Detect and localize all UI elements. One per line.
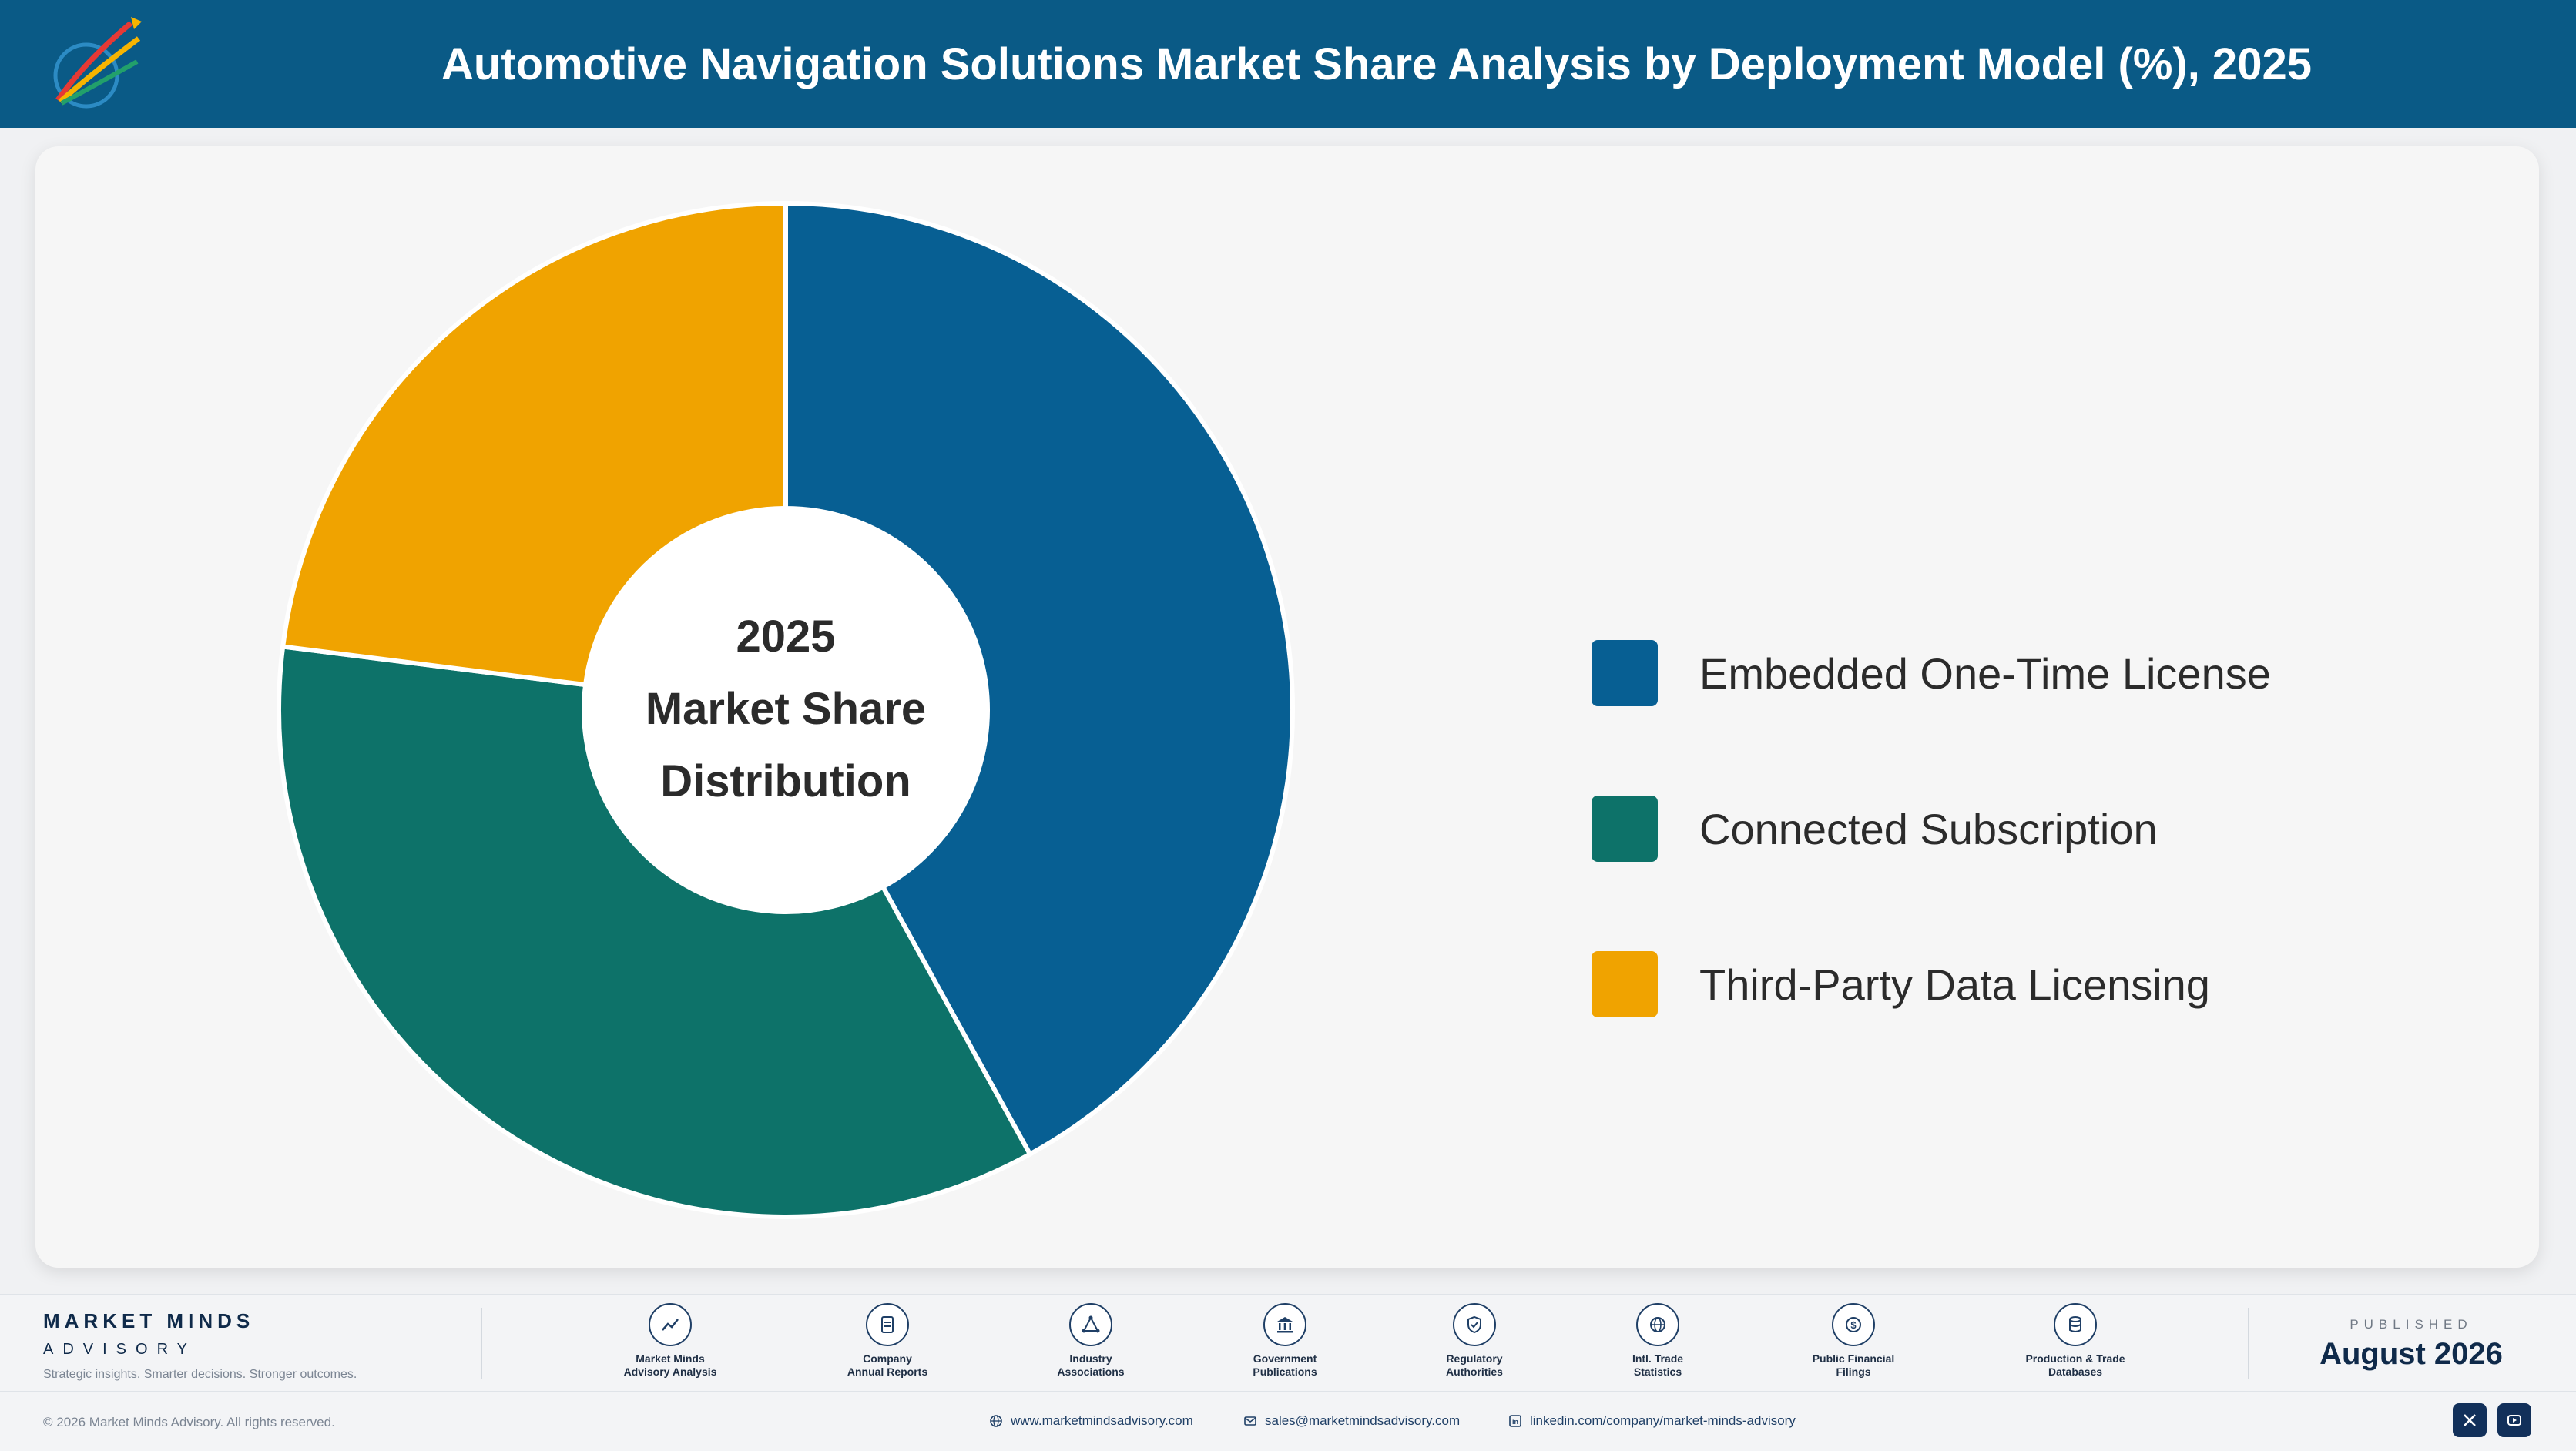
footer-brand: MARKET MINDS ADVISORY Strategic insights… — [43, 1309, 357, 1382]
trend-line-icon — [649, 1303, 692, 1346]
mail-icon — [1244, 1416, 1256, 1426]
chart-panel: 2025 Market Share Distribution Embedded On… — [35, 146, 2539, 1268]
legend-label: Embedded One-Time License — [1699, 648, 2271, 698]
source-label: Industry Associations — [1057, 1352, 1125, 1378]
source-item[interactable]: $ Public Financial Filings — [1761, 1303, 1946, 1379]
shield-check-icon — [1453, 1303, 1496, 1346]
database-icon — [2054, 1303, 2097, 1346]
center-label-line: Distribution — [660, 756, 911, 806]
linkedin-icon: in — [1509, 1415, 1521, 1427]
legend-item-embedded[interactable]: Embedded One-Time License — [1592, 639, 2439, 707]
legend-item-connected[interactable]: Connected Subscription — [1592, 795, 2439, 863]
source-label: Public Financial Filings — [1812, 1352, 1895, 1378]
document-icon — [866, 1303, 909, 1346]
youtube-social-button[interactable] — [2497, 1403, 2531, 1437]
donut-chart: 2025 Market Share Distribution — [277, 200, 1295, 1219]
source-item[interactable]: Government Publications — [1192, 1303, 1377, 1379]
footer-divider — [0, 1391, 2576, 1392]
email-text: sales@marketmindsadvisory.com — [1265, 1413, 1461, 1428]
market-minds-logo-icon[interactable] — [39, 8, 146, 123]
source-item[interactable]: Regulatory Authorities — [1382, 1303, 1567, 1379]
source-item[interactable]: Market Minds Advisory Analysis — [578, 1303, 763, 1379]
x-icon — [2464, 1414, 2476, 1426]
source-item[interactable]: Intl. Trade Statistics — [1565, 1303, 1750, 1379]
youtube-icon — [2507, 1415, 2521, 1426]
network-icon — [1069, 1303, 1112, 1346]
source-label: Intl. Trade Statistics — [1632, 1352, 1684, 1378]
source-label: Market Minds Advisory Analysis — [623, 1352, 717, 1378]
center-label-line: 2025 — [736, 612, 835, 662]
published-date: August 2026 — [2319, 1337, 2503, 1371]
source-label: Production & Trade Databases — [2025, 1352, 2125, 1378]
published-block: PUBLISHED August 2026 — [2280, 1317, 2542, 1372]
government-building-icon — [1263, 1303, 1306, 1346]
divider — [2248, 1308, 2249, 1379]
email-link[interactable]: sales@marketmindsadvisory.com — [1243, 1413, 1460, 1429]
linkedin-text: linkedin.com/company/market-minds-adviso… — [1530, 1413, 1796, 1428]
svg-text:$: $ — [1850, 1319, 1857, 1331]
dollar-coin-icon: $ — [1832, 1303, 1875, 1346]
legend-swatch — [1592, 640, 1658, 706]
legend-swatch — [1592, 951, 1658, 1017]
source-label: Government Publications — [1253, 1352, 1317, 1378]
brand-sub: ADVISORY — [43, 1341, 196, 1358]
linkedin-link[interactable]: in linkedin.com/company/market-minds-adv… — [1508, 1413, 1796, 1429]
header-bar: Automotive Navigation Solutions Market S… — [0, 0, 2576, 128]
globe-icon — [1636, 1303, 1679, 1346]
donut-center — [584, 508, 988, 912]
source-label: Regulatory Authorities — [1446, 1352, 1503, 1378]
globe-icon — [990, 1415, 1002, 1427]
page-title: Automotive Navigation Solutions Market S… — [441, 39, 2312, 89]
brand-tagline: Strategic insights. Smarter decisions. S… — [43, 1368, 357, 1381]
website-link[interactable]: www.marketmindsadvisory.com — [989, 1413, 1193, 1429]
center-label-line: Market Share — [646, 684, 926, 734]
legend-label: Third-Party Data Licensing — [1699, 960, 2210, 1009]
footer: MARKET MINDS ADVISORY Strategic insights… — [0, 1294, 2576, 1451]
divider — [481, 1308, 482, 1379]
website-text: www.marketmindsadvisory.com — [1011, 1413, 1193, 1428]
source-item[interactable]: Industry Associations — [998, 1303, 1183, 1379]
source-label: Company Annual Reports — [847, 1352, 928, 1378]
source-item[interactable]: Company Annual Reports — [795, 1303, 980, 1379]
source-item[interactable]: Production & Trade Databases — [1983, 1303, 2168, 1379]
published-label: PUBLISHED — [2350, 1317, 2473, 1332]
brand-name: MARKET MINDS — [43, 1309, 255, 1332]
source-list: Market Minds Advisory Analysis Company A… — [539, 1303, 2125, 1388]
legend-item-third-party[interactable]: Third-Party Data Licensing — [1592, 950, 2439, 1018]
legend-swatch — [1592, 796, 1658, 862]
copyright-text: © 2026 Market Minds Advisory. All rights… — [43, 1415, 335, 1429]
legend-label: Connected Subscription — [1699, 804, 2158, 853]
svg-text:in: in — [1512, 1418, 1518, 1426]
x-social-button[interactable] — [2453, 1403, 2487, 1437]
chart-legend: Embedded One-Time License Connected Subs… — [1592, 639, 2439, 1106]
